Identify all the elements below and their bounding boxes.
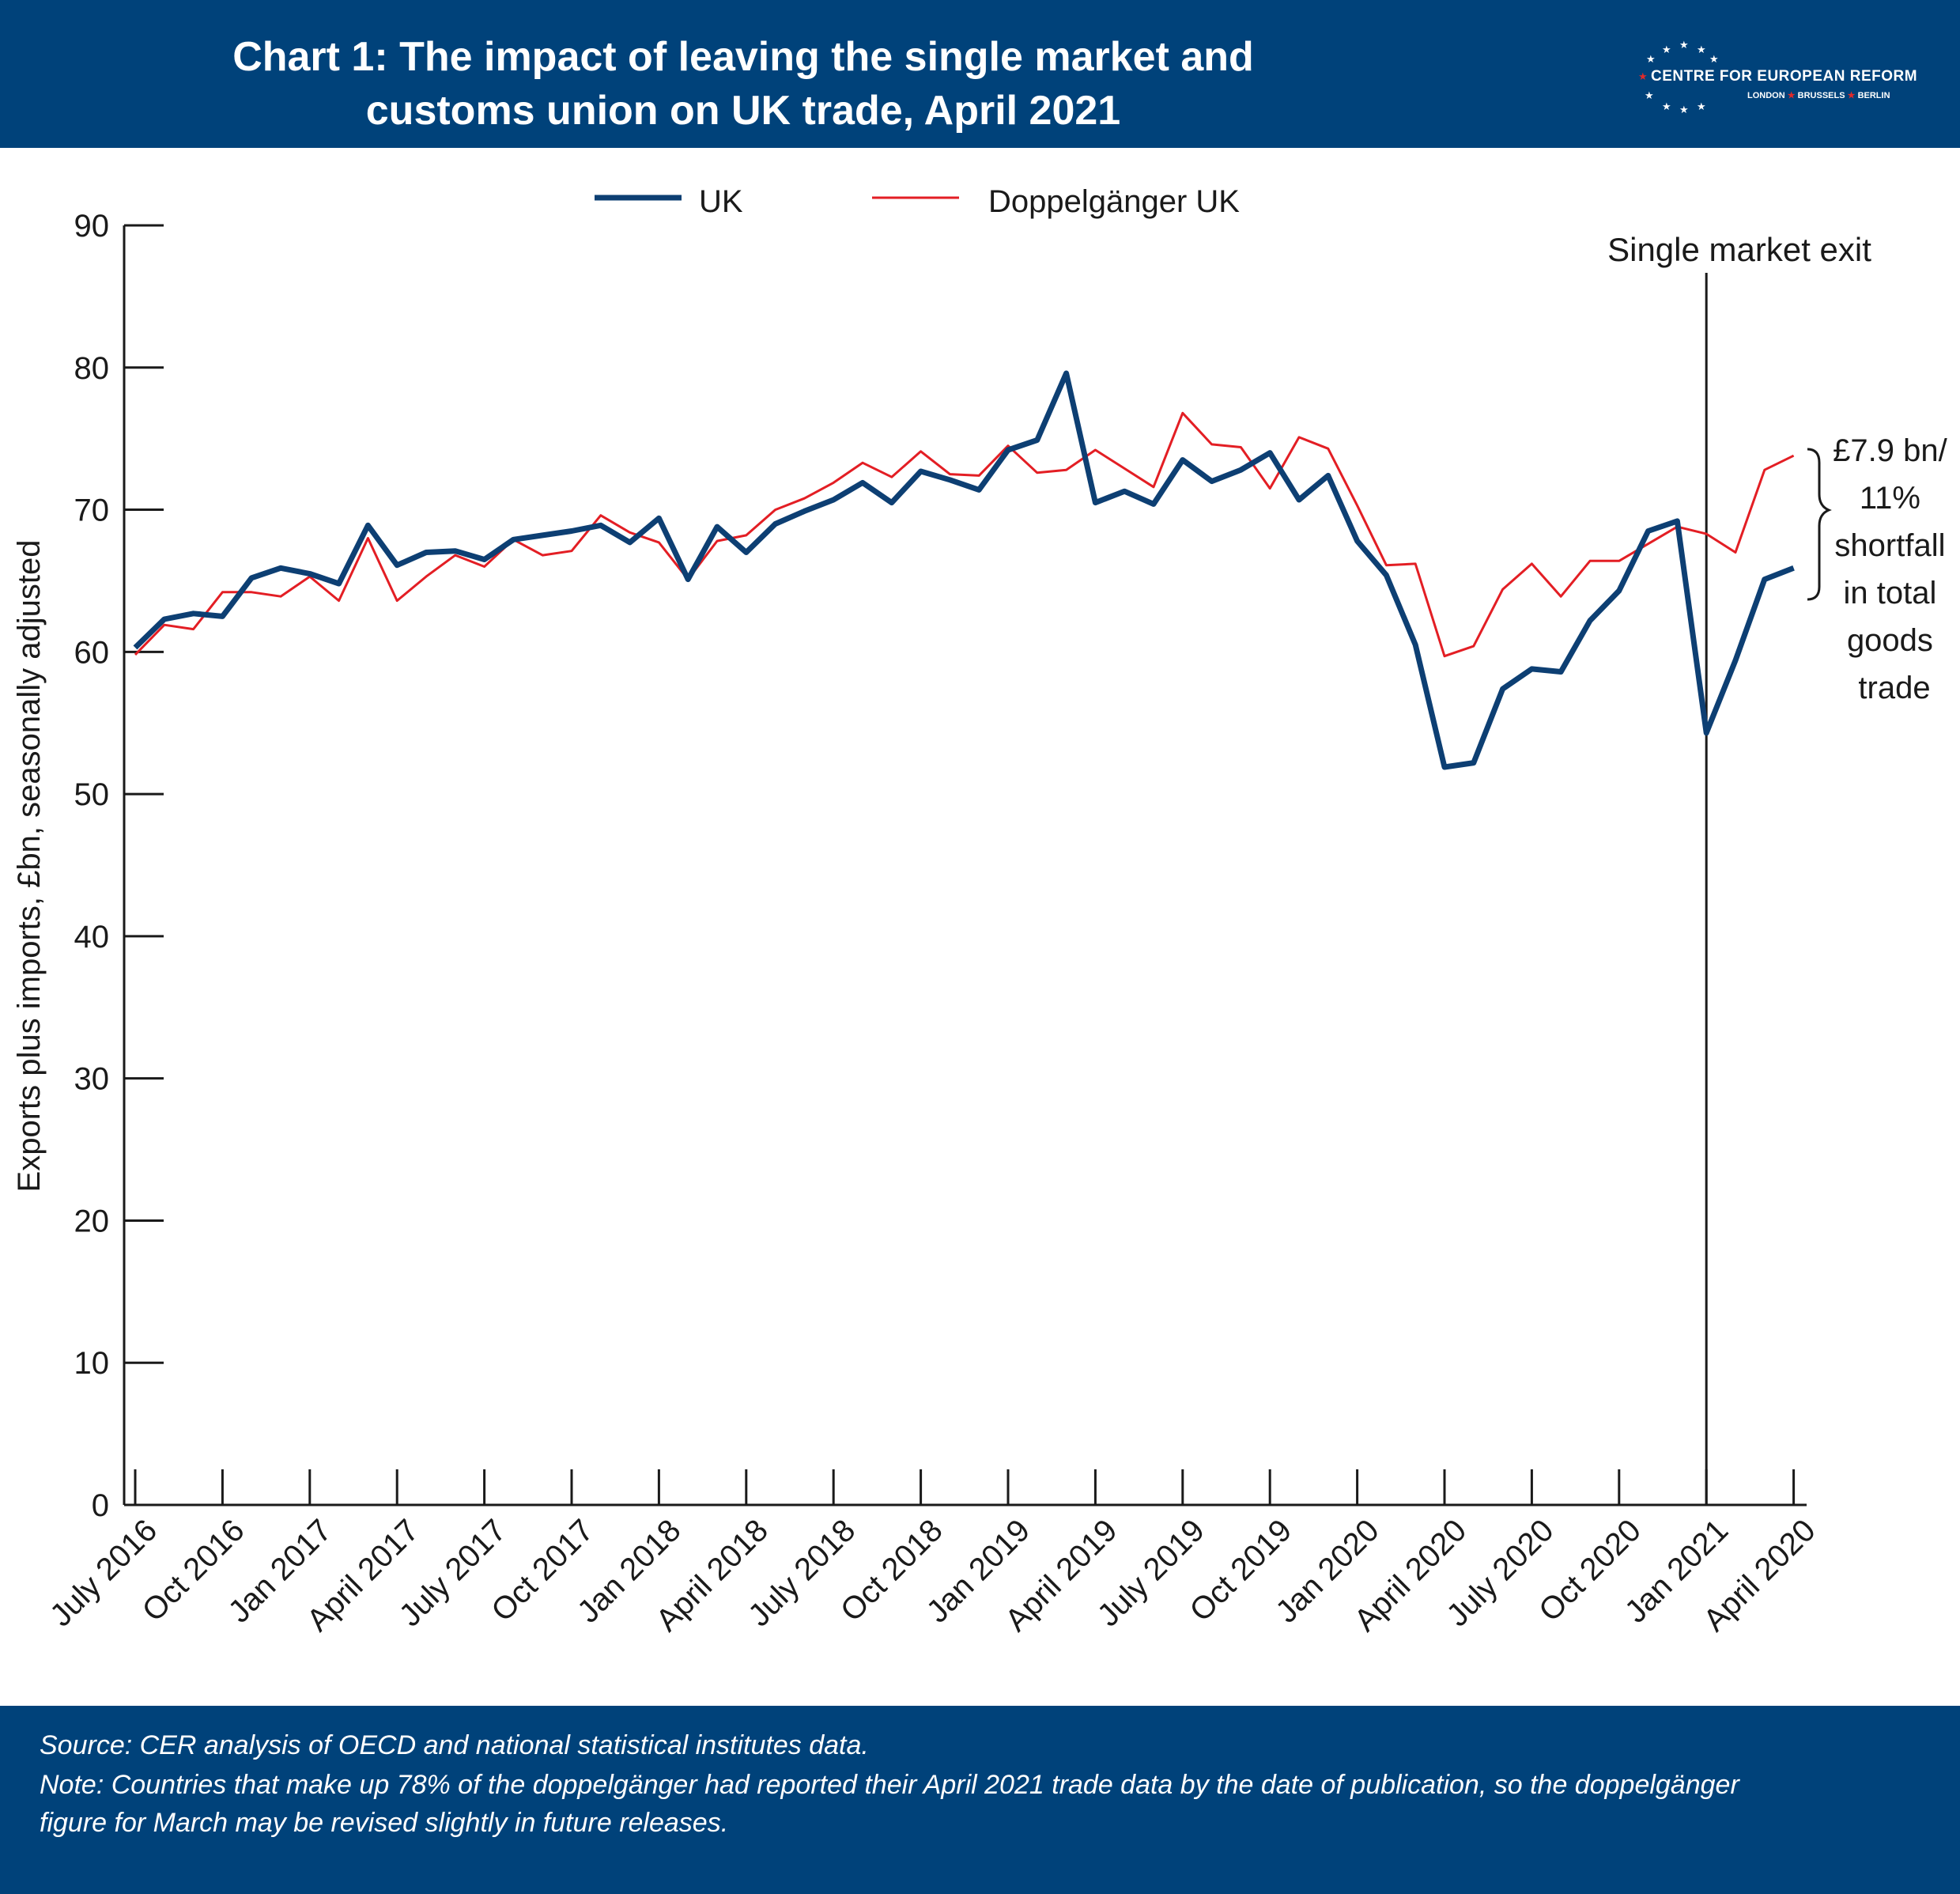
y-axis-ticks: 0 10 20 30 40 50 60 70 80 90	[74, 209, 164, 1523]
source-note: Source: CER analysis of OECD and nationa…	[40, 1730, 869, 1760]
y-axis-label: Exports plus imports, £bn, seasonally ad…	[12, 540, 47, 1193]
y-tick-label: 40	[74, 920, 110, 955]
legend-label-uk: UK	[699, 184, 743, 219]
logo-star-icon: ★	[1638, 70, 1648, 82]
y-tick-label: 20	[74, 1204, 110, 1238]
note-line1: Note: Countries that make up 78% of the …	[40, 1770, 1739, 1800]
logo-star-icon: ★	[1709, 53, 1719, 65]
y-tick-label: 60	[74, 635, 110, 670]
logo-star-icon: ★	[1662, 100, 1671, 112]
single-market-exit-label: Single market exit	[1607, 231, 1871, 268]
x-tick-label: July 2016	[43, 1513, 164, 1633]
logo-cities: LONDON ★ BRUSSELS ★ BERLIN	[1747, 91, 1890, 100]
y-tick-label: 0	[92, 1488, 109, 1523]
cer-logo: ★ ★ ★ ★ ★ ★ ★ ★ ★ ★ CENTRE FOR EUROPEAN …	[1627, 38, 1943, 125]
logo-star-icon: ★	[1646, 53, 1656, 65]
header-banner: Chart 1: The impact of leaving the singl…	[0, 0, 1960, 148]
legend: UK Doppelgänger UK	[595, 184, 1240, 219]
logo-star-icon: ★	[1679, 39, 1689, 51]
chart-title: Chart 1: The impact of leaving the singl…	[0, 30, 1486, 138]
y-tick-label: 90	[74, 209, 110, 244]
single-market-exit-marker: Single market exit	[1607, 231, 1871, 1505]
logo-star-icon: ★	[1697, 100, 1706, 112]
chart-title-line2: customs union on UK trade, April 2021	[365, 88, 1121, 134]
y-tick-label: 10	[74, 1346, 110, 1381]
shortfall-label: £7.9 bn/ 11% shortfall in total goods tr…	[1833, 433, 1956, 705]
y-tick-label: 30	[74, 1062, 110, 1097]
logo-star-icon: ★	[1697, 43, 1706, 55]
logo-star-icon: ★	[1662, 43, 1671, 55]
series-line-uk	[133, 370, 1795, 770]
y-tick-label: 80	[74, 351, 110, 386]
shortfall-brace-icon	[1807, 448, 1832, 601]
legend-label-doppelganger: Doppelgänger UK	[988, 184, 1240, 219]
y-tick-label: 70	[74, 493, 110, 528]
shortfall-annotation: £7.9 bn/ 11% shortfall in total goods tr…	[1807, 433, 1956, 705]
axes	[123, 225, 1807, 1507]
note-line2: figure for March may be revised slightly…	[40, 1808, 729, 1838]
footer-banner: Source: CER analysis of OECD and nationa…	[0, 1706, 1960, 1894]
series-line-doppelganger-uk	[134, 411, 1795, 658]
logo-star-icon: ★	[1645, 89, 1654, 101]
logo-star-icon: ★	[1679, 104, 1689, 115]
chart-title-line1: Chart 1: The impact of leaving the singl…	[232, 34, 1254, 80]
y-tick-label: 50	[74, 777, 110, 812]
line-chart: UK Doppelgänger UK 0 10 20 30 40 50 60 70 80 90 J…	[12, 184, 1956, 1639]
logo-text: CENTRE FOR EUROPEAN REFORM	[1651, 68, 1918, 85]
